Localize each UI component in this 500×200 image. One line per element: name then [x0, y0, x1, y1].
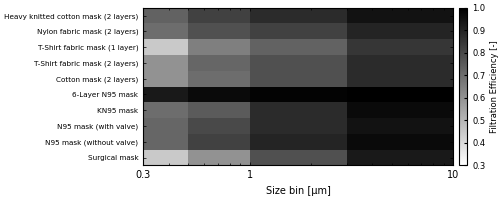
- X-axis label: Size bin [μm]: Size bin [μm]: [266, 186, 330, 196]
- Y-axis label: Filtration Efficiency [-]: Filtration Efficiency [-]: [490, 40, 498, 133]
